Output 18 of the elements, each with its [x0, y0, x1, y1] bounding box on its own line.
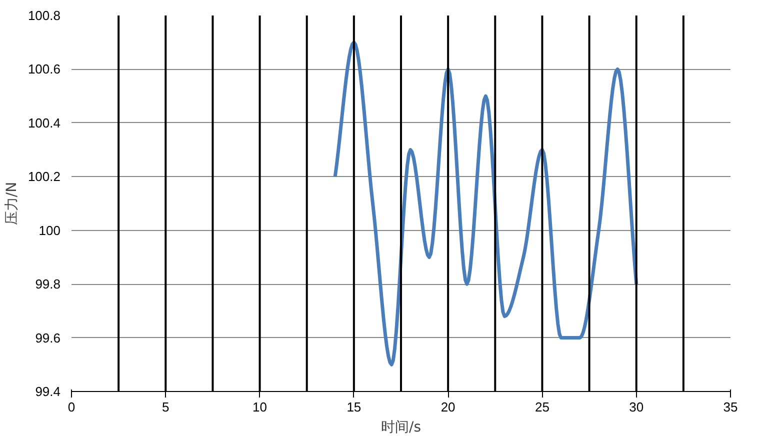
x-tick-label: 20 [440, 400, 456, 414]
y-tick-label: 100.6 [28, 62, 61, 77]
x-axis-title: 时间/s [380, 420, 422, 436]
x-tick-label: 10 [252, 400, 268, 414]
x-tick-label: 5 [162, 400, 170, 414]
y-tick-label: 100 [38, 222, 61, 238]
x-tick-label: 25 [534, 400, 550, 414]
x-tick-label: 30 [629, 400, 644, 414]
y-tick-label: 100.8 [28, 8, 61, 23]
y-tick-label: 100.2 [28, 169, 61, 184]
y-tick-label: 99.4 [35, 384, 61, 399]
x-tick-label: 15 [346, 400, 362, 414]
y-tick-label: 100.4 [28, 115, 61, 130]
y-axis-title: 压力/N [4, 182, 20, 226]
x-tick-label: 0 [68, 400, 76, 414]
x-tick-label: 35 [723, 400, 738, 414]
y-tick-label: 99.8 [35, 276, 61, 292]
y-tick-label: 99.6 [35, 330, 61, 346]
